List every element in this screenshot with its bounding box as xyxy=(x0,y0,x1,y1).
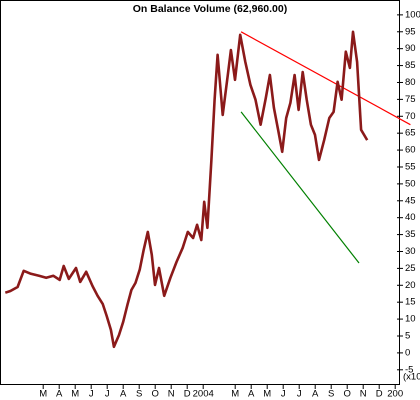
x-tick-label: J xyxy=(105,389,110,400)
y-tick-label: 10 xyxy=(405,314,416,325)
x-tick-label: M xyxy=(71,389,79,400)
y-tick-label: 80 xyxy=(405,77,416,88)
y-tick-label: 60 xyxy=(405,145,416,156)
y-tick-label: 65 xyxy=(405,128,416,139)
x-tick-label: A xyxy=(120,389,127,400)
x-tick-label: 200 xyxy=(387,389,403,400)
y-tick-label: 50 xyxy=(405,178,416,189)
y-tick-label: 85 xyxy=(405,60,416,71)
x-tick-label: J xyxy=(281,389,286,400)
x-tick-label: S xyxy=(136,389,142,400)
y-tick-label: 15 xyxy=(405,297,416,308)
x-tick-label: O xyxy=(344,389,351,400)
plot-frame xyxy=(0,0,400,385)
y-tick-label: 20 xyxy=(405,280,416,291)
y-tick-label: 55 xyxy=(405,161,416,172)
trend-line xyxy=(240,31,411,126)
y-tick-label: 45 xyxy=(405,195,416,206)
y-tick-label: 75 xyxy=(405,94,416,105)
x-tick-label: M xyxy=(39,389,47,400)
x-tick-label: S xyxy=(328,389,334,400)
trend-line xyxy=(240,111,360,264)
y-unit-label: (x100 xyxy=(403,372,420,383)
y-tick-label: 25 xyxy=(405,263,416,274)
y-tick-label: 35 xyxy=(405,229,416,240)
y-tick-label: 30 xyxy=(405,246,416,257)
x-tick-label: N xyxy=(168,389,175,400)
x-tick-label: D xyxy=(184,389,191,400)
x-tick-label: M xyxy=(231,389,239,400)
y-tick-label: 90 xyxy=(405,43,416,54)
y-tick-label: 40 xyxy=(405,212,416,223)
x-tick-label: A xyxy=(312,389,319,400)
x-tick-label: M xyxy=(263,389,271,400)
y-tick-label: 70 xyxy=(405,111,416,122)
x-tick-label: J xyxy=(297,389,302,400)
x-tick-label: A xyxy=(248,389,255,400)
x-tick-label: D xyxy=(376,389,383,400)
y-tick-label: 95 xyxy=(405,26,416,37)
x-tick-label: 2004 xyxy=(193,389,214,400)
x-tick-label: N xyxy=(360,389,367,400)
y-tick-label: 100 xyxy=(405,9,420,20)
x-tick-label: A xyxy=(56,389,63,400)
y-tick-label: -5 xyxy=(405,364,413,375)
y-tick-label: 0 xyxy=(405,347,410,358)
obv-line xyxy=(4,30,369,349)
x-tick-label: J xyxy=(89,389,94,400)
x-tick-label: O xyxy=(152,389,159,400)
y-tick-label: 5 xyxy=(405,331,410,342)
chart-title: On Balance Volume (62,960.00) xyxy=(133,3,287,15)
